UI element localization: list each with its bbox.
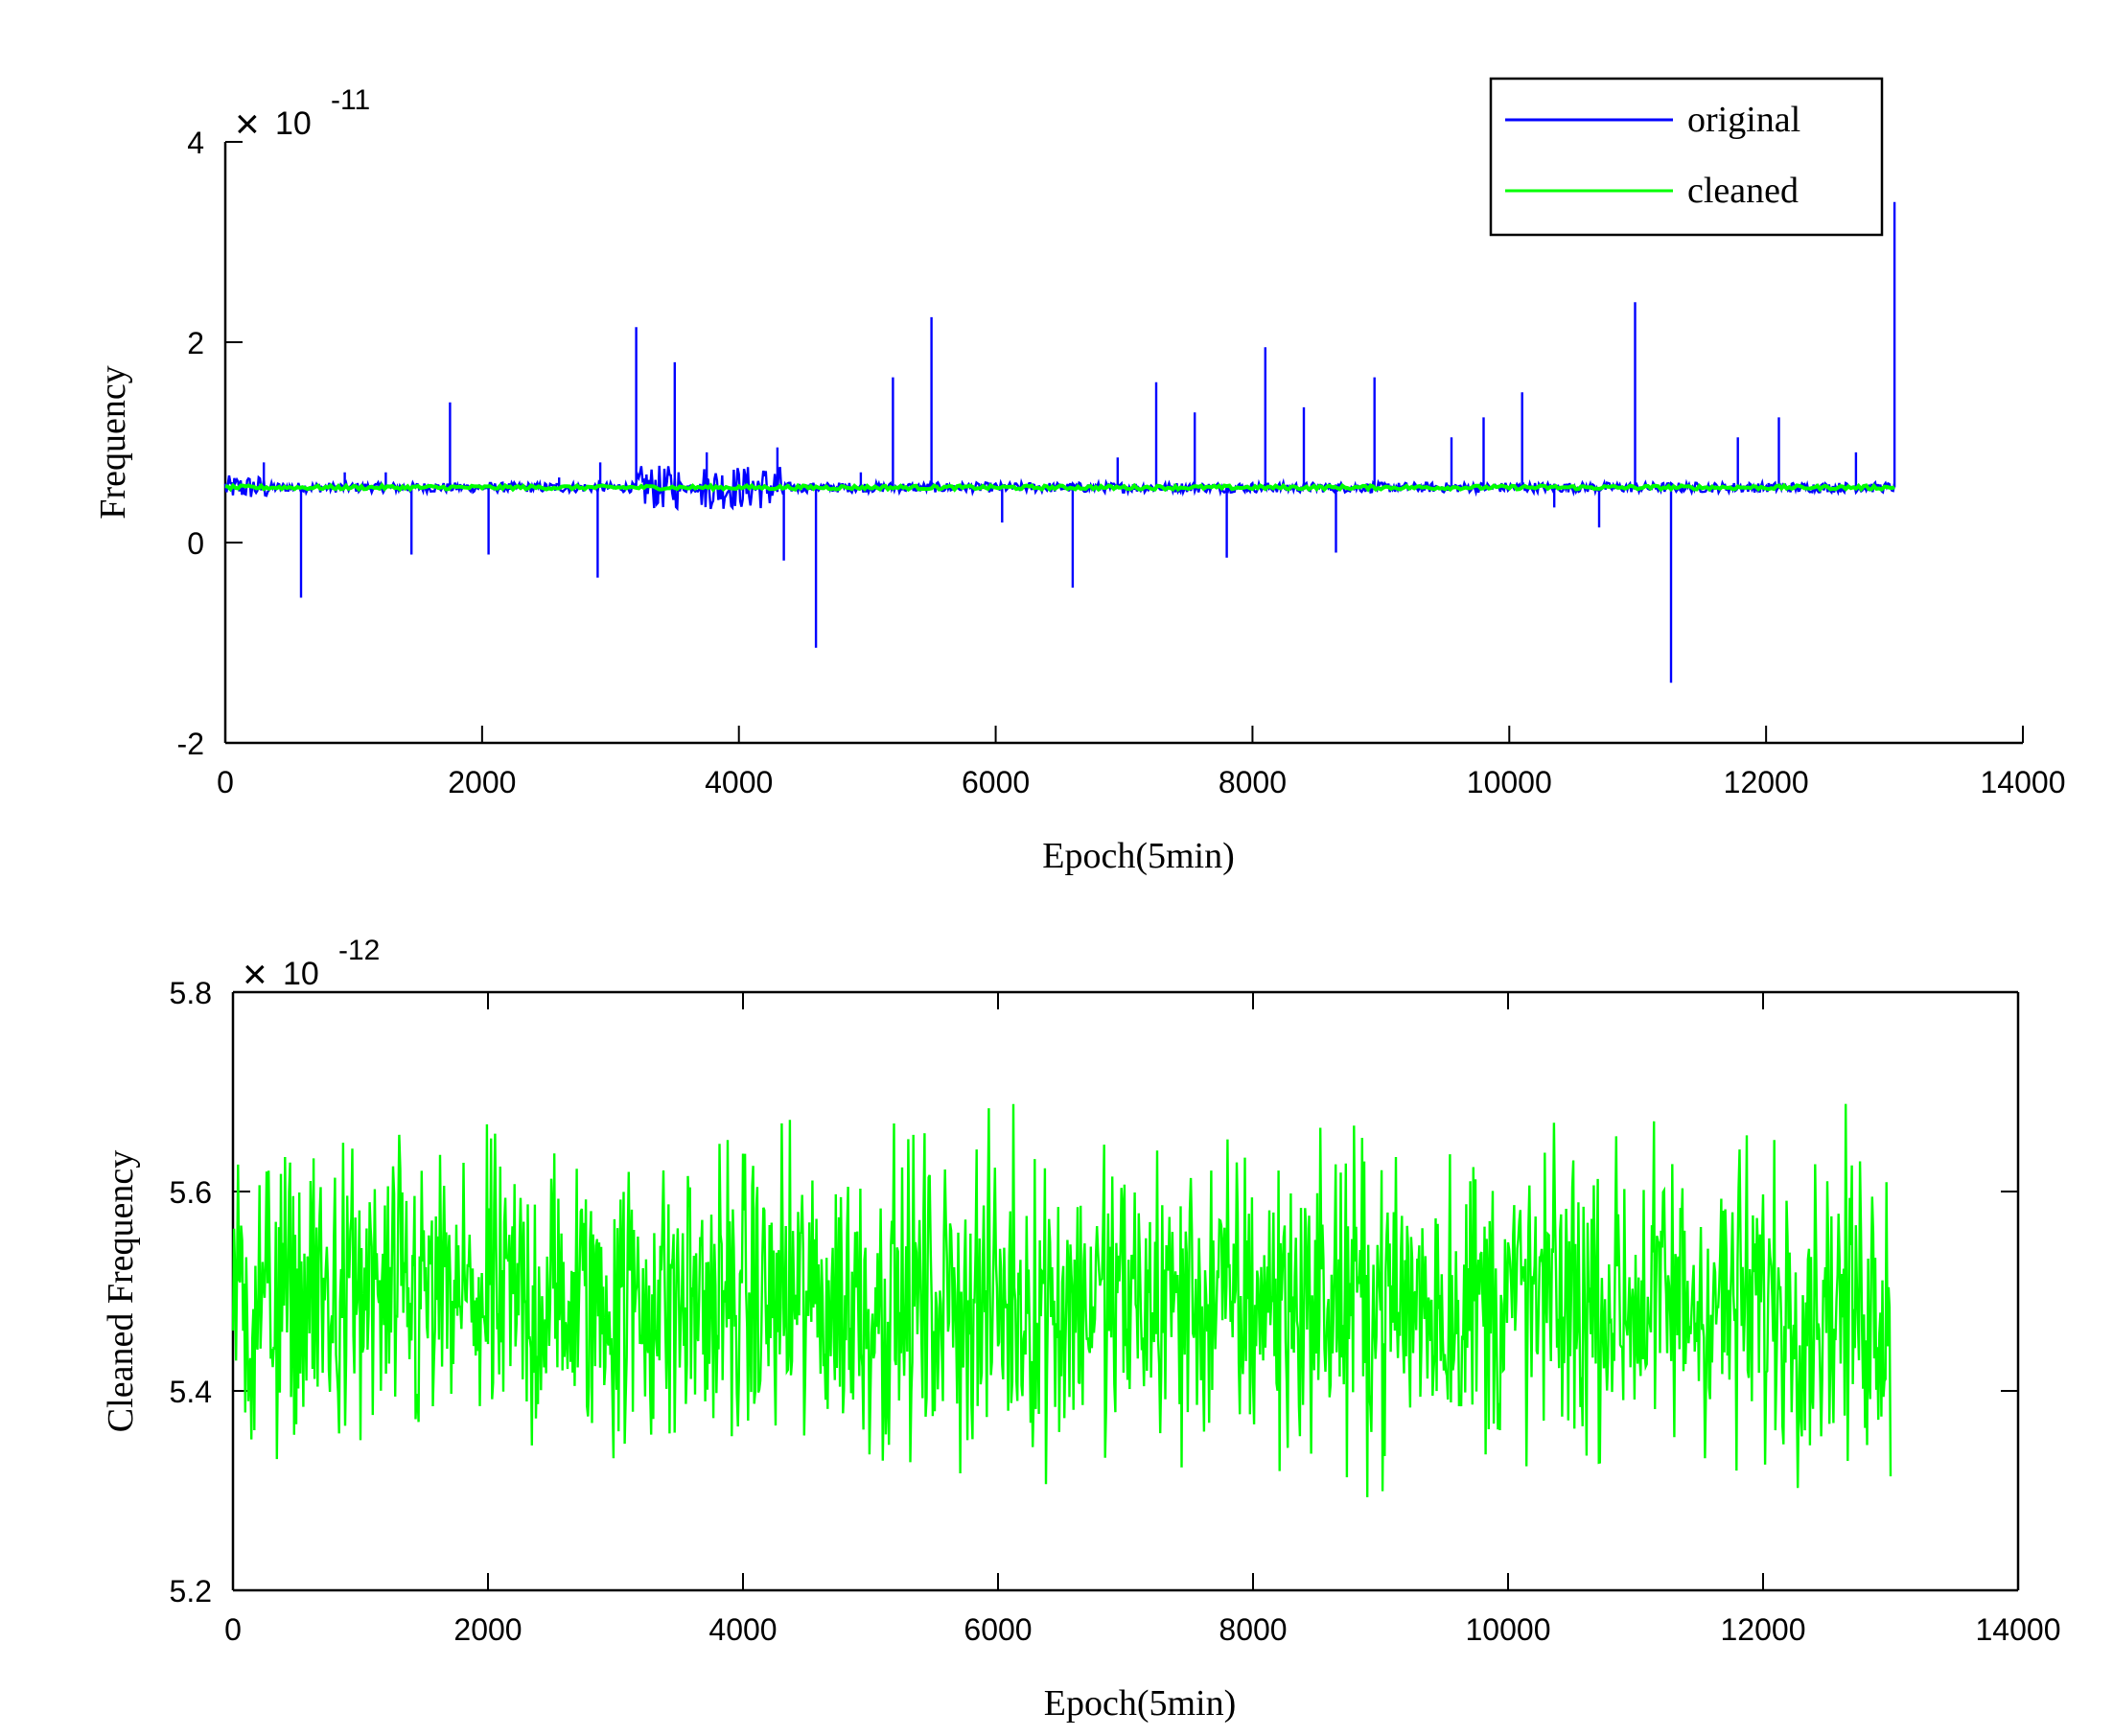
multiplier-symbol: × (243, 951, 267, 998)
x-tick-label: 2000 (448, 765, 516, 799)
series-cleaned-frequency (231, 1103, 1892, 1497)
x-tick-label: 12000 (1721, 1612, 1806, 1647)
x-tick-label: 10000 (1467, 765, 1552, 799)
x-tick-label: 0 (224, 1612, 242, 1647)
legend-label-cleaned: cleaned (1687, 171, 1799, 211)
y-tick-label: 5.2 (170, 1574, 212, 1609)
legend: original cleaned (1489, 77, 1884, 237)
multiplier-base: 10 (283, 956, 319, 992)
x-tick-label: 4000 (708, 1612, 777, 1647)
top-chart: 0 2000 4000 6000 8000 10000 12000 14000 -2 0 2 4 Epo… (93, 77, 2066, 876)
x-tick-label: 6000 (962, 765, 1030, 799)
y-tick-label: 5.4 (170, 1375, 212, 1409)
y-tick-label: 5.6 (170, 1175, 212, 1210)
y-axis-label: Frequency (93, 365, 133, 519)
x-tick-label: 8000 (1219, 1612, 1287, 1647)
multiplier-symbol: × (235, 101, 260, 148)
y-tick-label: 2 (187, 326, 204, 360)
series-original (223, 201, 1896, 683)
bottom-chart: 0 2000 4000 6000 8000 10000 12000 14000 5.2 5.4 5.… (101, 935, 2060, 1724)
y-tick-label: 4 (187, 126, 204, 160)
legend-label-original: original (1687, 100, 1800, 140)
x-tick-label: 4000 (705, 765, 773, 799)
x-tick-label: 2000 (453, 1612, 522, 1647)
y-tick-label: -2 (177, 727, 204, 761)
series-cleaned (224, 482, 1895, 493)
multiplier-exponent: -12 (338, 935, 380, 966)
x-tick-label: 0 (217, 765, 234, 799)
x-tick-label: 6000 (964, 1612, 1032, 1647)
legend-box (1489, 77, 1884, 237)
y-axis-label: Cleaned Frequency (101, 1150, 141, 1432)
multiplier-exponent: -11 (331, 84, 370, 116)
x-tick-label: 14000 (1976, 1612, 2061, 1647)
x-tick-label: 14000 (1981, 765, 2066, 799)
x-tick-label: 12000 (1724, 765, 1809, 799)
y-tick-label: 5.8 (170, 976, 212, 1010)
y-tick-label: 0 (187, 526, 204, 561)
multiplier-base: 10 (275, 105, 312, 142)
x-axis-label: Epoch(5min) (1042, 836, 1235, 876)
x-tick-label: 8000 (1219, 765, 1287, 799)
x-axis-label: Epoch(5min) (1044, 1683, 1237, 1724)
x-tick-label: 10000 (1466, 1612, 1551, 1647)
